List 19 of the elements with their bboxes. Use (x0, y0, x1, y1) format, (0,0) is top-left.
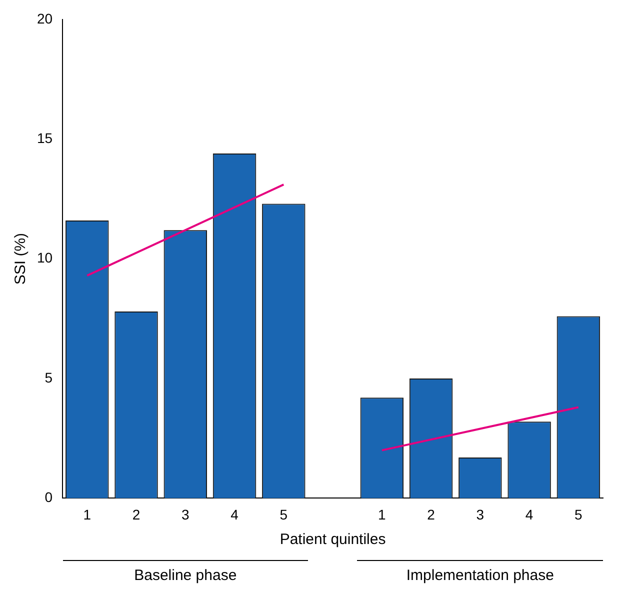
text: Implementation phase (406, 567, 554, 584)
x-tick-label: 2 (132, 506, 140, 522)
x-tick-label: 4 (230, 506, 239, 522)
x-tick-label: 4 (525, 506, 534, 522)
y-tick-label: 0 (44, 489, 53, 506)
x-tick-label: 3 (476, 506, 484, 522)
x-tick-label: 1 (83, 506, 92, 522)
x-axis-title: Patient quintiles (280, 531, 386, 548)
y-tick-label: 20 (36, 10, 53, 26)
x-tick-label: 5 (574, 506, 583, 522)
y-tick-label: 10 (36, 250, 53, 266)
y-axis-title: SSI (%) (12, 232, 30, 285)
y-tick-label: 5 (44, 369, 53, 386)
y-tick-label: 15 (36, 130, 53, 146)
x-tick-label: 3 (182, 506, 190, 522)
x-tick-label: 5 (280, 506, 288, 522)
x-tick-label: 2 (427, 506, 436, 522)
x-tick-label: 1 (378, 506, 386, 522)
text: Baseline phase (134, 567, 237, 584)
